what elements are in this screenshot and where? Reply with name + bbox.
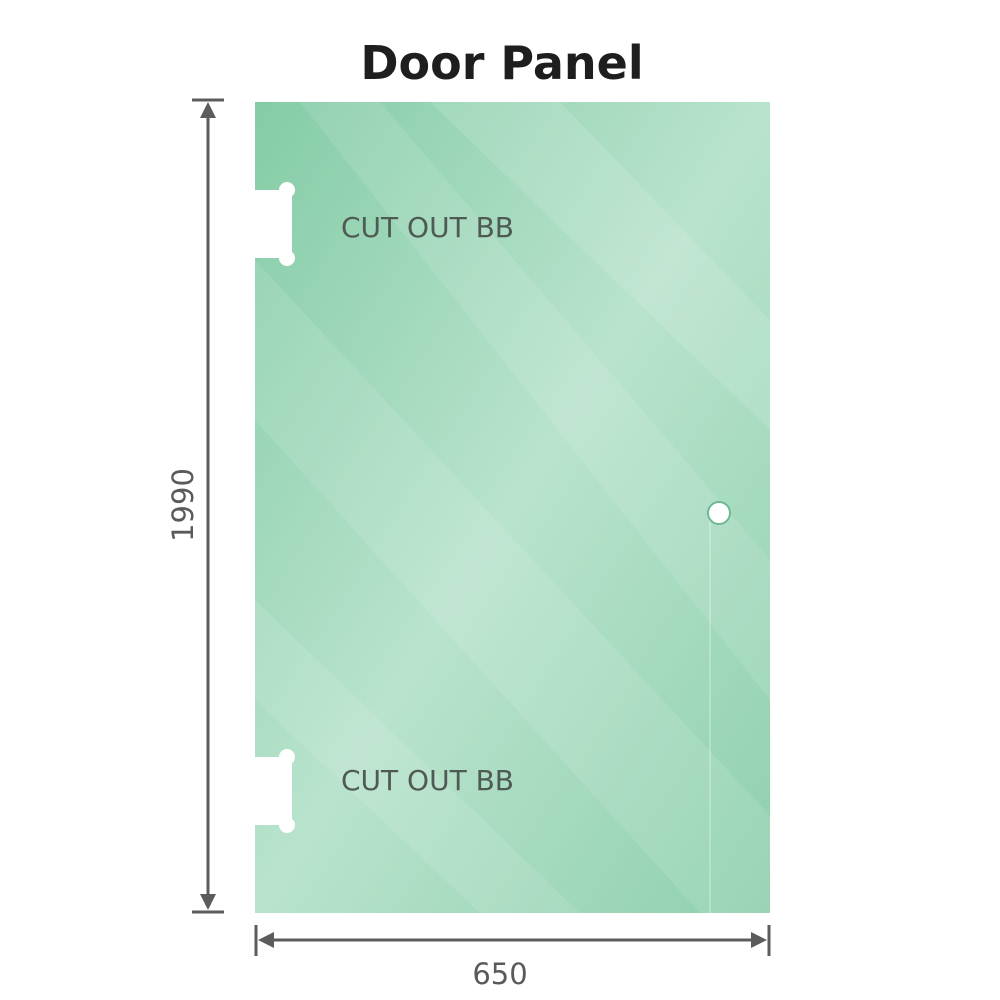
width-label: 650 — [472, 957, 527, 991]
arrow-left-icon — [258, 932, 274, 948]
height-label: 1990 — [166, 468, 200, 542]
cutout-top — [250, 182, 295, 266]
arrow-down-icon — [200, 894, 216, 910]
diagram-title: Door Panel — [360, 36, 643, 90]
arrow-up-icon — [200, 102, 216, 118]
glass-panel — [255, 102, 770, 913]
handle-hole — [707, 501, 731, 525]
arrow-right-icon — [751, 932, 767, 948]
glass-reflections — [255, 102, 770, 913]
cutout-bottom — [250, 749, 295, 833]
cutout-label-top: CUT OUT BB — [341, 211, 514, 244]
cutout-label-bottom: CUT OUT BB — [341, 764, 514, 797]
height-dimension-line — [192, 98, 224, 914]
width-dimension-line — [254, 925, 771, 956]
